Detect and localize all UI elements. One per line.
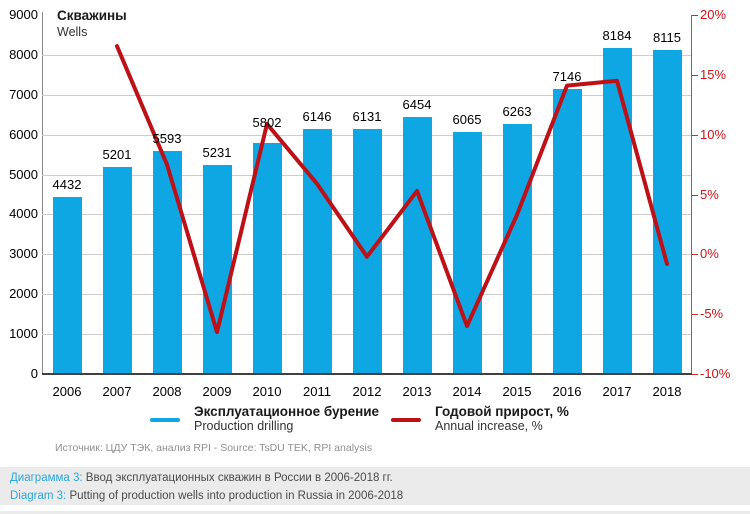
x-axis-tick-label: 2007	[102, 384, 132, 399]
bar	[52, 197, 82, 374]
legend-label-en: Production drilling	[194, 419, 294, 433]
pct-axis-tick-mark	[692, 314, 698, 316]
caption-text-en: Putting of production wells into product…	[69, 489, 404, 502]
annual-increase-line	[115, 44, 669, 335]
y-axis-tick-label: 8000	[9, 46, 38, 62]
bar-value-label: 6146	[302, 108, 332, 124]
caption-line-en: Diagram 3: Putting of production wells i…	[10, 488, 740, 506]
next-caption-edge	[0, 511, 750, 514]
pct-axis-tick-mark	[692, 374, 698, 375]
pct-axis-tick-label: -5%	[700, 306, 724, 322]
y-axis-tick-label: 6000	[9, 126, 38, 142]
figure-caption: Диаграмма 3: Ввод эксплуатационных скваж…	[0, 467, 750, 505]
grid-line	[42, 94, 692, 96]
caption-label-ru: Диаграмма 3:	[10, 472, 83, 484]
chart-axis-title: Скважины Wells	[57, 8, 127, 40]
caption-line-ru: Диаграмма 3: Ввод эксплуатационных скваж…	[10, 470, 740, 488]
caption-text-ru: Ввод эксплуатационных скважин в России в…	[85, 472, 393, 484]
bar	[652, 50, 682, 374]
bar-series-swatch	[150, 418, 180, 422]
bar	[252, 142, 282, 374]
pct-axis-tick-label: 5%	[700, 186, 719, 202]
pct-axis-tick-label: 0%	[700, 246, 719, 262]
bar	[552, 89, 582, 374]
bar-value-label: 8115	[653, 30, 681, 46]
caption-label-en: Diagram 3:	[10, 489, 67, 502]
y-axis-tick-label: 9000	[9, 7, 38, 22]
bar-value-label: 6131	[352, 109, 382, 125]
y-axis-tick-label: 4000	[9, 206, 38, 222]
x-axis-tick-label: 2013	[402, 384, 432, 399]
bar-value-label: 5201	[102, 146, 132, 162]
legend-item-annual-increase: Годовой прирост, % Annual increase, %	[391, 404, 569, 434]
x-axis-tick-label: 2014	[452, 384, 482, 399]
pct-axis-tick-mark	[692, 15, 698, 16]
x-axis-tick-label: 2006	[52, 384, 82, 399]
bar-value-label: 5593	[152, 130, 182, 146]
left-axis-line	[42, 12, 43, 374]
y-axis-tick-label: 0	[30, 366, 38, 381]
legend-item-production-drilling: Эксплуатационное бурение Production dril…	[150, 404, 379, 434]
bar-value-label: 6454	[402, 96, 432, 112]
plot-area: 4432 5201 5593 5231 5802 6146 6131 6454 6065 6263…	[42, 12, 692, 375]
x-axis-tick-label: 2017	[602, 384, 632, 399]
legend-label-ru: Эксплуатационное бурение	[194, 404, 380, 419]
pct-axis-tick-mark	[692, 254, 698, 256]
source-note: Источник: ЦДУ ТЭК, анализ RPI - Source: …	[55, 442, 373, 454]
pct-axis-tick-label: 10%	[700, 126, 727, 142]
pct-axis-tick-label: -10%	[700, 366, 731, 381]
x-axis-tick-label: 2008	[152, 384, 182, 399]
pct-axis-tick-label: 20%	[700, 7, 727, 22]
chart-title-ru: Скважины	[57, 8, 127, 23]
bar-value-label: 5802	[252, 114, 282, 130]
bar	[352, 129, 382, 374]
bar	[102, 166, 132, 374]
x-axis-tick-label: 2018	[652, 384, 682, 399]
x-axis-tick-label: 2010	[252, 384, 282, 399]
legend-label-en: Annual increase, %	[435, 419, 543, 433]
y-axis-tick-label: 1000	[9, 326, 38, 342]
chart-title-en: Wells	[57, 25, 88, 39]
y-axis-tick-label: 3000	[9, 246, 38, 262]
bar	[152, 150, 182, 374]
right-axis-line	[691, 15, 692, 374]
bar-value-label: 6065	[452, 112, 482, 128]
bar-value-label: 8184	[602, 27, 632, 43]
legend-label-ru: Годовой прирост, %	[435, 404, 569, 419]
bar	[402, 116, 432, 374]
pct-axis-tick-mark	[692, 74, 698, 76]
y-axis-tick-label: 5000	[9, 166, 38, 182]
x-axis-line	[42, 373, 692, 375]
wells-chart: Скважины Wells 4432 5201 5593 5231 5802 6146 6…	[9, 7, 731, 433]
bar-value-label: 4432	[52, 177, 82, 193]
bar	[502, 124, 532, 374]
bar-value-label: 7146	[552, 69, 582, 84]
x-axis-tick-label: 2012	[352, 384, 382, 399]
pct-axis-tick-mark	[692, 194, 698, 196]
bar	[202, 165, 232, 374]
grid-line	[42, 54, 692, 56]
bar	[602, 47, 632, 374]
x-axis-tick-label: 2015	[502, 384, 532, 399]
y-axis-tick-label: 7000	[9, 86, 38, 102]
bar-value-label: 6263	[502, 104, 532, 120]
bar-value-label: 5231	[202, 145, 232, 161]
pct-axis-tick-label: 15%	[700, 66, 727, 82]
bar	[452, 132, 482, 374]
x-axis-tick-label: 2016	[552, 384, 582, 399]
line-series-swatch	[391, 418, 421, 422]
x-axis-tick-label: 2011	[303, 384, 331, 399]
y-axis-tick-label: 2000	[9, 286, 38, 302]
pct-axis-tick-mark	[692, 134, 698, 136]
x-axis-tick-label: 2009	[202, 384, 232, 399]
